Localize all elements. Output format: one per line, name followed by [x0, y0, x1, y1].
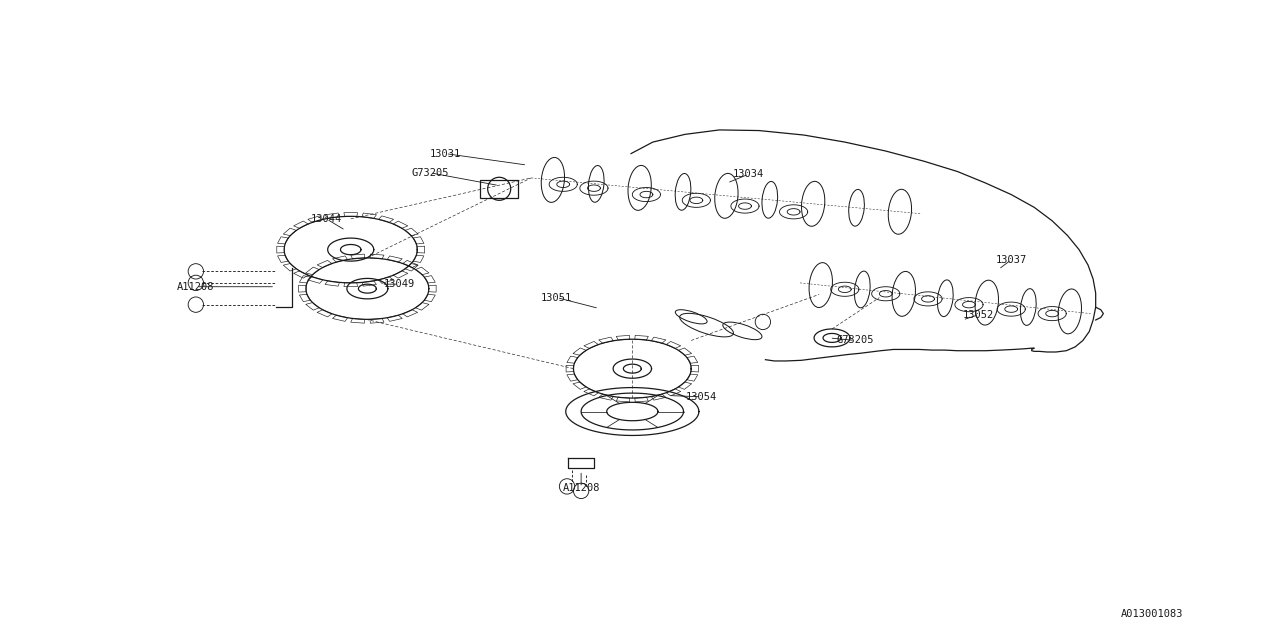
Text: 13049: 13049 [384, 279, 415, 289]
Text: G73205: G73205 [411, 168, 449, 178]
Text: G73205: G73205 [836, 335, 874, 346]
Text: 13034: 13034 [733, 169, 764, 179]
Text: A11208: A11208 [177, 282, 215, 292]
Text: 13037: 13037 [996, 255, 1027, 265]
Text: 13052: 13052 [963, 310, 993, 320]
Text: 13051: 13051 [541, 292, 572, 303]
Text: A013001083: A013001083 [1121, 609, 1183, 620]
Text: 13054: 13054 [686, 392, 717, 402]
Text: 13031: 13031 [430, 148, 461, 159]
Text: 13044: 13044 [311, 214, 342, 224]
Text: A11208: A11208 [562, 483, 600, 493]
